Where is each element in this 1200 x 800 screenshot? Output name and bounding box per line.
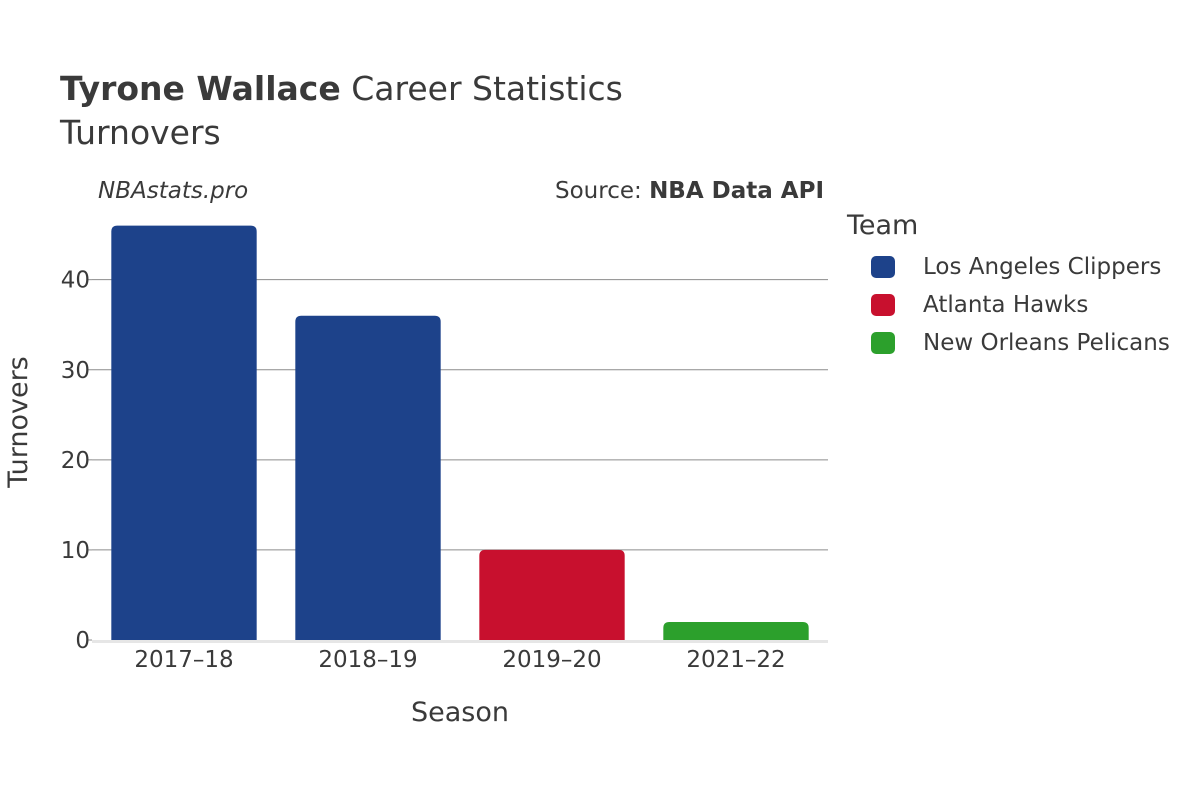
legend-item-new-orleans-pelicans[interactable]: New Orleans Pelicans — [847, 324, 1170, 362]
chart-title: Tyrone Wallace Career Statistics — [60, 68, 623, 110]
bar-2017–18[interactable] — [111, 225, 257, 641]
x-axis-label: Season — [411, 697, 509, 728]
x-axis-ticks: 2017–18 2018–19 2019–20 2021–22 — [134, 647, 785, 673]
chart-subtitle: Turnovers — [60, 113, 221, 152]
player-name: Tyrone Wallace — [60, 69, 341, 108]
y-axis-label: Turnovers — [3, 356, 34, 489]
bars — [111, 225, 809, 641]
legend-label: Atlanta Hawks — [923, 292, 1089, 318]
y-tick-label: 30 — [61, 358, 90, 384]
watermark: NBAstats.pro — [98, 178, 249, 204]
legend: Team Los Angeles Clippers Atlanta Hawks … — [847, 208, 1170, 362]
legend-label: Los Angeles Clippers — [923, 254, 1162, 280]
source-prefix: Source: — [555, 178, 650, 204]
legend-item-atlanta-hawks[interactable]: Atlanta Hawks — [847, 286, 1088, 324]
x-tick-label: 2017–18 — [134, 647, 233, 673]
bar-2018–19[interactable] — [295, 315, 441, 640]
x-tick-label: 2018–19 — [318, 647, 417, 673]
y-tick-label: 0 — [75, 628, 90, 654]
y-tick-label: 10 — [61, 538, 90, 564]
x-tick-label: 2021–22 — [686, 647, 785, 673]
source-credit: Source: NBA Data API — [555, 178, 824, 204]
legend-swatch — [871, 256, 895, 278]
legend-label: New Orleans Pelicans — [923, 330, 1170, 356]
bar-2021–22[interactable] — [663, 621, 809, 640]
legend-swatch — [871, 294, 895, 316]
legend-title: Team — [847, 210, 919, 241]
x-tick-label: 2019–20 — [502, 647, 601, 673]
source-name: NBA Data API — [649, 178, 824, 204]
title-suffix: Career Statistics — [340, 69, 623, 108]
y-tick-label: 40 — [61, 268, 90, 294]
legend-item-los-angeles-clippers[interactable]: Los Angeles Clippers — [847, 248, 1161, 286]
y-axis-ticks: 0 10 20 30 40 — [61, 268, 92, 654]
legend-swatch — [871, 332, 895, 354]
y-tick-label: 20 — [61, 448, 90, 474]
bar-2019–20[interactable] — [479, 549, 625, 640]
